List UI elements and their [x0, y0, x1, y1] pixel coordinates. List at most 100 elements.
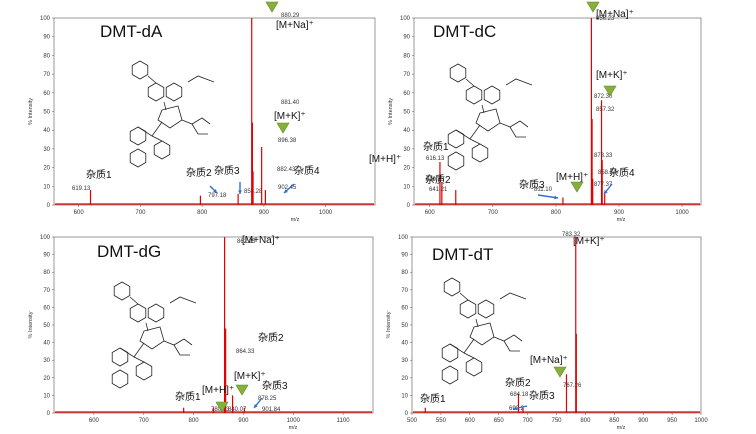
y-tick-label: 40: [403, 128, 410, 134]
y-tick-label: 0: [47, 411, 51, 417]
peak-annotation: [M+H]⁺: [556, 172, 588, 183]
y-tick-label: 90: [43, 35, 50, 41]
y-tick-label: 50: [43, 323, 50, 329]
y-tick-label: 40: [43, 341, 50, 347]
x-tick-label: 1000: [319, 210, 333, 216]
y-tick-label: 40: [401, 341, 408, 347]
x-tick-label: 600: [74, 210, 85, 216]
x-tick-label: 900: [614, 210, 625, 216]
x-tick-label: 700: [488, 210, 499, 216]
y-tick-label: 10: [401, 393, 408, 399]
peak-label: 840.07: [228, 407, 247, 413]
x-tick-label: 900: [259, 210, 270, 216]
pointer-arrow-icon-head: [604, 190, 608, 194]
peak-annotation: 杂质3: [262, 380, 288, 392]
peak-label: 619.13: [426, 177, 445, 183]
y-tick-label: 50: [403, 110, 410, 116]
peak-annotation: [M+Na]⁺: [530, 355, 568, 366]
peak-annotation: 杂质1: [86, 169, 112, 181]
x-tick-label: 950: [667, 418, 678, 424]
y-axis-label: % Intensity: [388, 98, 394, 125]
y-tick-label: 0: [405, 411, 409, 417]
x-tick-label: 700: [135, 210, 146, 216]
panel-title: DMT-dG: [97, 242, 161, 261]
marker-triangle-icon: [603, 85, 617, 97]
peak-label: 881.40: [281, 100, 300, 106]
y-tick-label: 90: [403, 35, 410, 41]
y-tick-label: 40: [43, 128, 50, 134]
y-tick-label: 20: [43, 166, 50, 172]
panel-title: DMT-dC: [433, 22, 496, 41]
x-tick-label: 800: [197, 210, 208, 216]
y-tick-label: 80: [401, 270, 408, 276]
peak-label: 619.13: [72, 186, 91, 192]
y-tick-label: 100: [40, 235, 51, 241]
y-tick-label: 60: [43, 91, 50, 97]
structure-dA-icon: [129, 60, 215, 168]
peak-annotation: [M+K]⁺: [573, 236, 605, 247]
peak-label: 873.33: [594, 153, 613, 159]
peak-label: 811.10: [534, 187, 553, 193]
x-axis-label: m/z: [617, 425, 626, 431]
peak-annotation: 杂质2: [425, 174, 451, 186]
marker-triangle-icon: [586, 1, 600, 13]
peak-annotation: 杂质4: [294, 165, 320, 177]
peak-annotation: 杂质2: [186, 167, 212, 179]
structure-dC-icon: [447, 63, 533, 171]
structure-dG-icon: [111, 281, 197, 389]
peak-label: 862.25: [237, 239, 256, 245]
y-tick-label: 70: [401, 288, 408, 294]
peak-label: 880.29: [281, 13, 300, 19]
x-tick-label: 550: [436, 418, 447, 424]
y-tick-label: 0: [407, 203, 411, 209]
pointer-arrow-icon-head: [513, 406, 517, 411]
peak-label: 872.30: [594, 94, 613, 100]
x-tick-label: 800: [551, 210, 562, 216]
peak-annotation: [M+H]⁺: [202, 385, 234, 396]
y-tick-label: 50: [43, 110, 50, 116]
x-tick-label: 800: [580, 418, 591, 424]
peak-annotation: [M+K]⁺: [234, 371, 266, 382]
x-tick-label: 700: [523, 418, 534, 424]
peak-annotation: 杂质2: [258, 332, 284, 344]
panel-3: 0 10 20 30 40 50 60 70 80 90 100 500 550 600 650 700 750…: [386, 232, 708, 431]
y-tick-label: 90: [401, 253, 408, 259]
peak-label: 616.13: [426, 156, 445, 162]
x-tick-label: 900: [638, 418, 649, 424]
y-tick-label: 30: [401, 358, 408, 364]
x-tick-label: 750: [551, 418, 562, 424]
pointer-arrow-icon-head: [284, 189, 288, 193]
y-tick-label: 100: [400, 16, 411, 22]
peak-label: 641.21: [429, 187, 448, 193]
y-tick-label: 30: [403, 147, 410, 153]
peak-label: 878.25: [258, 396, 277, 402]
panel-0: 0 10 20 30 40 50 60 70 80 90 100 600 700 800 900 1000 % …: [28, 1, 376, 223]
marker-triangle-icon: [570, 181, 584, 193]
peak-label: 882.43: [277, 167, 296, 173]
marker-triangle-icon: [265, 1, 279, 13]
peak-annotation: [M+H]⁺: [369, 154, 401, 165]
peak-label: 857.32: [596, 107, 615, 113]
y-tick-label: 80: [43, 53, 50, 59]
peak-annotation: 杂质3: [529, 390, 555, 402]
peak-label: 767.26: [563, 383, 582, 389]
y-tick-label: 10: [43, 184, 50, 190]
x-axis-label: m/z: [289, 425, 298, 431]
y-tick-label: 20: [401, 376, 408, 382]
peak-annotation: 杂质1: [175, 391, 201, 403]
y-axis-label: % Intensity: [28, 98, 34, 125]
y-tick-label: 70: [43, 72, 50, 78]
marker-triangle-icon: [276, 122, 290, 134]
y-axis-label: % Intensity: [28, 311, 34, 338]
peak-label: 692.2: [509, 406, 525, 412]
panel-title: DMT-dA: [100, 22, 163, 41]
y-tick-label: 80: [43, 270, 50, 276]
y-tick-label: 0: [47, 203, 51, 209]
x-tick-label: 600: [89, 418, 100, 424]
peak-label: 684.18: [510, 392, 529, 398]
pointer-arrow-icon-head: [213, 189, 217, 193]
peak-label: 864.33: [236, 349, 255, 355]
peak-annotation: 杂质3: [519, 179, 545, 191]
y-tick-label: 20: [43, 376, 50, 382]
